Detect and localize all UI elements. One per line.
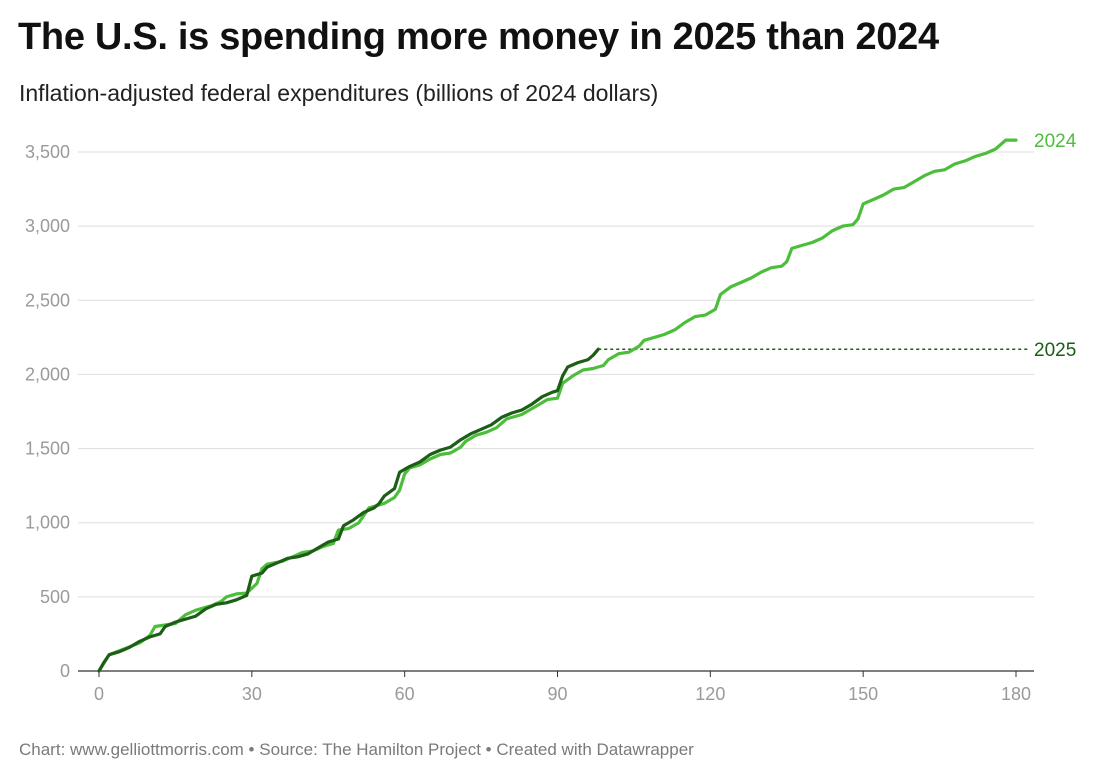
y-tick-label: 1,000 (25, 513, 70, 533)
x-tick-label: 180 (1001, 684, 1031, 704)
chart-title: The U.S. is spending more money in 2025 … (18, 16, 939, 58)
y-tick-label: 2,500 (25, 290, 70, 310)
y-tick-label: 3,500 (25, 142, 70, 162)
x-tick-label: 90 (547, 684, 567, 704)
axes: 0 500 1,000 1,500 2,000 2,500 3,000 3,500 0 30 60 9… (25, 142, 1034, 704)
series-labels: 2024 2025 (1034, 131, 1077, 361)
series-line-2024 (97, 138, 1018, 673)
y-tick-label: 2,000 (25, 364, 70, 384)
chart-subtitle: Inflation-adjusted federal expenditures … (19, 80, 659, 106)
y-tick-label: 3,000 (25, 216, 70, 236)
y-tick-label: 1,500 (25, 439, 70, 459)
y-tick-label: 500 (40, 587, 70, 607)
series-lines (97, 138, 1018, 673)
chart-credit: Chart: www.gelliottmorris.com • Source: … (19, 740, 694, 759)
x-tick-label: 120 (695, 684, 725, 704)
series-label-2025: 2025 (1034, 340, 1076, 361)
x-tick-label: 30 (242, 684, 262, 704)
gridlines (78, 151, 1034, 598)
x-tick-label: 60 (395, 684, 415, 704)
series-label-2024: 2024 (1034, 131, 1077, 152)
y-tick-label: 0 (60, 661, 70, 681)
x-tick-label: 150 (848, 684, 878, 704)
x-tick-label: 0 (94, 684, 104, 704)
series-line-2025 (97, 347, 600, 673)
